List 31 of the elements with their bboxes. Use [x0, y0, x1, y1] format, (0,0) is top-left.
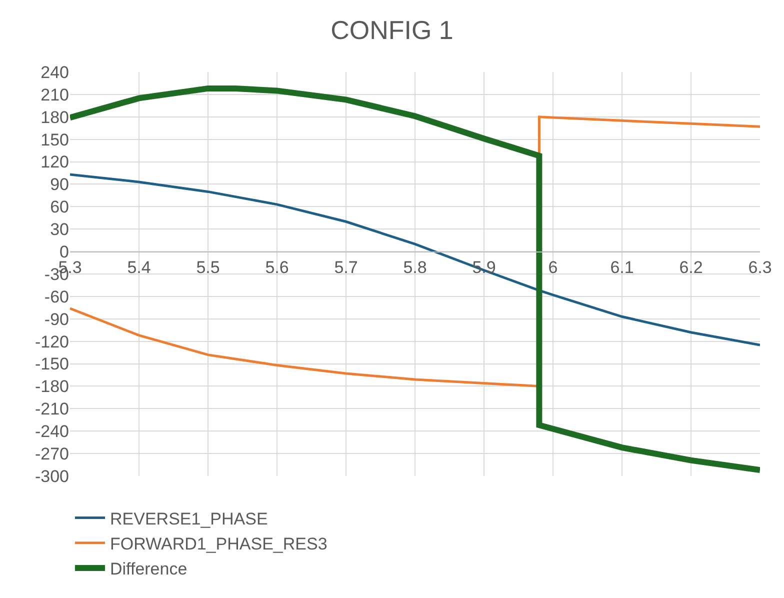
y-tick-label: -180 — [34, 377, 69, 396]
legend-label: REVERSE1_PHASE — [110, 509, 268, 528]
chart-title: CONFIG 1 — [330, 15, 454, 46]
y-tick-label: -210 — [34, 400, 69, 419]
y-tick-label: 120 — [40, 152, 69, 172]
y-tick-label: -120 — [34, 332, 69, 352]
legend-label: FORWARD1_PHASE_RES3 — [110, 534, 328, 554]
x-tick-label: 5.6 — [265, 258, 289, 277]
x-tick-label: 5.5 — [196, 258, 220, 277]
y-tick-label: 180 — [40, 108, 69, 127]
y-tick-label: 210 — [40, 85, 69, 104]
x-tick-label: 6.2 — [679, 258, 703, 277]
y-tick-label: -90 — [44, 310, 69, 329]
y-tick-label: 60 — [50, 198, 69, 217]
y-tick-label: 150 — [40, 130, 69, 150]
y-tick-label: 240 — [40, 62, 69, 82]
x-tick-label: 6.1 — [610, 258, 634, 277]
y-tick-label: 90 — [50, 175, 69, 194]
y-tick-label: 0 — [60, 242, 69, 262]
x-tick-label: 5.7 — [334, 258, 358, 277]
legend-label: Difference — [110, 560, 188, 579]
x-tick-label: 6.3 — [748, 258, 772, 277]
y-tick-label: -150 — [34, 354, 69, 374]
x-tick-label: 6 — [548, 258, 558, 277]
x-tick-label: 5.8 — [403, 258, 427, 277]
x-tick-label: 5.4 — [127, 258, 151, 277]
y-tick-label: 30 — [50, 220, 69, 240]
y-tick-label: -60 — [44, 287, 69, 306]
y-tick-label: -270 — [34, 444, 69, 464]
y-tick-label: -240 — [34, 422, 69, 442]
y-tick-label: -300 — [34, 466, 69, 486]
